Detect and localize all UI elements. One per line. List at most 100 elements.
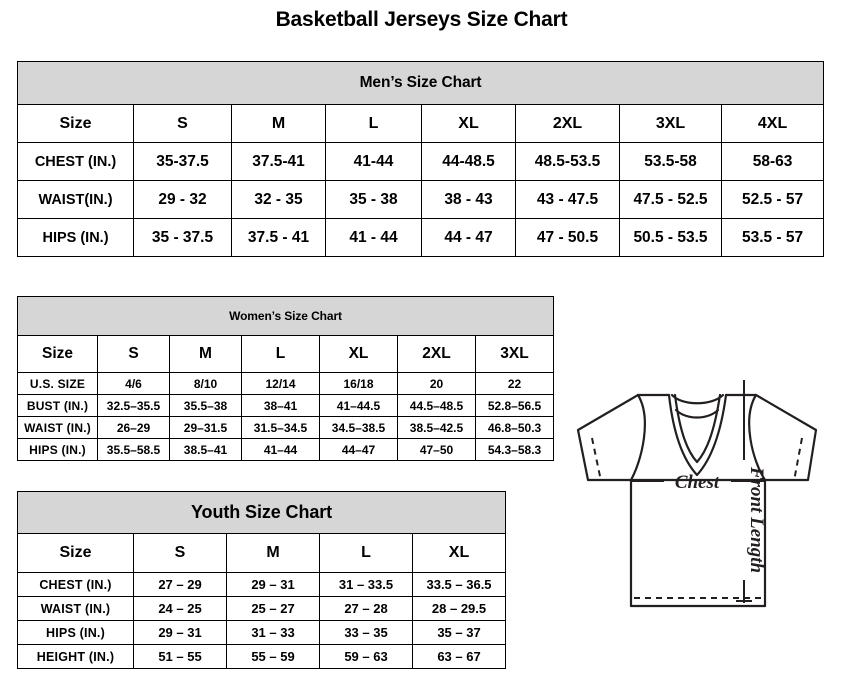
womens-header-xl: XL [319, 335, 398, 373]
table-row: WAIST (IN.) 24 – 25 25 – 27 27 – 28 28 –… [17, 596, 507, 621]
youth-header-l: L [319, 533, 413, 573]
mens-header-l: L [325, 104, 422, 143]
youth-height-m: 55 – 59 [226, 644, 320, 669]
womens-waist-xl: 34.5–38.5 [319, 416, 398, 439]
neck-band-lower [674, 408, 720, 419]
womens-row-label-bust: BUST (IN.) [17, 394, 98, 417]
mens-waist-3xl: 47.5 - 52.5 [619, 180, 722, 219]
table-row: HIPS (IN.) 35 - 37.5 37.5 - 41 41 - 44 4… [17, 218, 825, 257]
mens-header-size: Size [17, 104, 134, 143]
jersey-illustration-svg: Chest Front Length [576, 380, 818, 608]
right-sleeve-shape [754, 393, 818, 482]
mens-hips-m: 37.5 - 41 [231, 218, 326, 257]
womens-bust-2xl: 44.5–48.5 [397, 394, 476, 417]
youth-size-chart-table: Youth Size Chart Size S M L XL CHEST (IN… [16, 491, 507, 669]
mens-row-label-hips: HIPS (IN.) [17, 218, 134, 257]
jersey-measurement-diagram: Chest Front Length [556, 348, 843, 673]
mens-hips-l: 41 - 44 [325, 218, 422, 257]
mens-size-chart-table: Men’s Size Chart Size S M L XL 2XL 3XL 4… [16, 61, 825, 257]
mens-chest-s: 35-37.5 [133, 142, 232, 181]
table-caption-row: Women’s Size Chart [16, 296, 555, 336]
table-row: U.S. SIZE 4/6 8/10 12/14 16/18 20 22 [17, 372, 555, 395]
youth-row-label-chest: CHEST (IN.) [17, 572, 134, 597]
mens-chest-4xl: 58-63 [720, 142, 825, 181]
womens-us-size-l: 12/14 [241, 372, 320, 395]
chest-dimension-label: Chest [675, 472, 720, 493]
womens-us-size-s: 4/6 [97, 372, 170, 395]
table-caption-row: Youth Size Chart [16, 491, 507, 534]
womens-bust-m: 35.5–38 [169, 394, 242, 417]
womens-header-l: L [241, 335, 320, 373]
mens-header-xl: XL [421, 104, 516, 143]
mens-header-m: M [231, 104, 326, 143]
womens-row-label-waist: WAIST (IN.) [17, 416, 98, 439]
youth-waist-s: 24 – 25 [133, 596, 227, 621]
womens-waist-s: 26–29 [97, 416, 170, 439]
womens-hips-l: 41–44 [241, 438, 320, 461]
mens-waist-xl: 38 - 43 [421, 180, 516, 219]
v-neck-outer [667, 393, 728, 477]
womens-us-size-xl: 16/18 [319, 372, 398, 395]
youth-chest-l: 31 – 33.5 [319, 572, 413, 597]
youth-chest-m: 29 – 31 [226, 572, 320, 597]
youth-waist-xl: 28 – 29.5 [411, 596, 507, 621]
womens-bust-xl: 41–44.5 [319, 394, 398, 417]
mens-chest-xl: 44-48.5 [421, 142, 516, 181]
page-title: Basketball Jerseys Size Chart [275, 8, 568, 31]
womens-waist-m: 29–31.5 [169, 416, 242, 439]
youth-chest-s: 27 – 29 [133, 572, 227, 597]
youth-chart-caption: Youth Size Chart [16, 491, 507, 534]
womens-waist-3xl: 46.8–50.3 [474, 416, 555, 439]
left-cuff-dashed-line [591, 437, 602, 482]
left-sleeve-shape [576, 393, 640, 482]
womens-us-size-2xl: 20 [397, 372, 476, 395]
youth-hips-s: 29 – 31 [133, 620, 227, 645]
table-caption-row: Men’s Size Chart [16, 61, 825, 105]
womens-chart-caption: Women’s Size Chart [16, 296, 555, 336]
table-row: WAIST (IN.) 26–29 29–31.5 31.5–34.5 34.5… [17, 416, 555, 439]
mens-waist-l: 35 - 38 [325, 180, 422, 219]
youth-waist-m: 25 – 27 [226, 596, 320, 621]
mens-header-s: S [133, 104, 232, 143]
mens-chest-l: 41-44 [325, 142, 422, 181]
womens-size-chart-table: Women’s Size Chart Size S M L XL 2XL 3XL… [16, 296, 555, 461]
youth-height-s: 51 – 55 [133, 644, 227, 669]
womens-waist-2xl: 38.5–42.5 [397, 416, 476, 439]
youth-row-label-hips: HIPS (IN.) [17, 620, 134, 645]
youth-header-size: Size [17, 533, 134, 573]
mens-row-label-waist: WAIST(IN.) [17, 180, 134, 219]
womens-header-3xl: 3XL [474, 335, 555, 373]
womens-us-size-m: 8/10 [169, 372, 242, 395]
womens-waist-l: 31.5–34.5 [241, 416, 320, 439]
jersey-outline-group [576, 393, 818, 608]
womens-hips-s: 35.5–58.5 [97, 438, 170, 461]
mens-hips-3xl: 50.5 - 53.5 [619, 218, 722, 257]
mens-waist-s: 29 - 32 [133, 180, 232, 219]
womens-us-size-3xl: 22 [474, 372, 555, 395]
mens-hips-2xl: 47 - 50.5 [515, 218, 620, 257]
mens-header-4xl: 4XL [720, 104, 825, 143]
youth-row-label-waist: WAIST (IN.) [17, 596, 134, 621]
dashed-guides-group [591, 437, 803, 599]
mens-waist-2xl: 43 - 47.5 [515, 180, 620, 219]
table-header-row: Size S M L XL 2XL 3XL [17, 335, 555, 373]
youth-waist-l: 27 – 28 [319, 596, 413, 621]
right-cuff-dashed-line [793, 437, 803, 482]
table-row: HIPS (IN.) 35.5–58.5 38.5–41 41–44 44–47… [17, 438, 555, 461]
womens-header-s: S [97, 335, 170, 373]
youth-height-xl: 63 – 67 [411, 644, 507, 669]
mens-chest-2xl: 48.5-53.5 [515, 142, 620, 181]
womens-hips-xl: 44–47 [319, 438, 398, 461]
mens-hips-s: 35 - 37.5 [133, 218, 232, 257]
mens-row-label-chest: CHEST (IN.) [17, 142, 134, 181]
front-length-measure-line-group [736, 380, 752, 603]
youth-header-m: M [226, 533, 320, 573]
mens-waist-m: 32 - 35 [231, 180, 326, 219]
table-header-row: Size S M L XL 2XL 3XL 4XL [17, 104, 825, 143]
v-neck-rib-inner [673, 393, 722, 464]
youth-hips-l: 33 – 35 [319, 620, 413, 645]
womens-header-2xl: 2XL [397, 335, 476, 373]
mens-header-3xl: 3XL [619, 104, 722, 143]
womens-row-label-us-size: U.S. SIZE [17, 372, 98, 395]
left-armhole-curve [629, 393, 646, 482]
